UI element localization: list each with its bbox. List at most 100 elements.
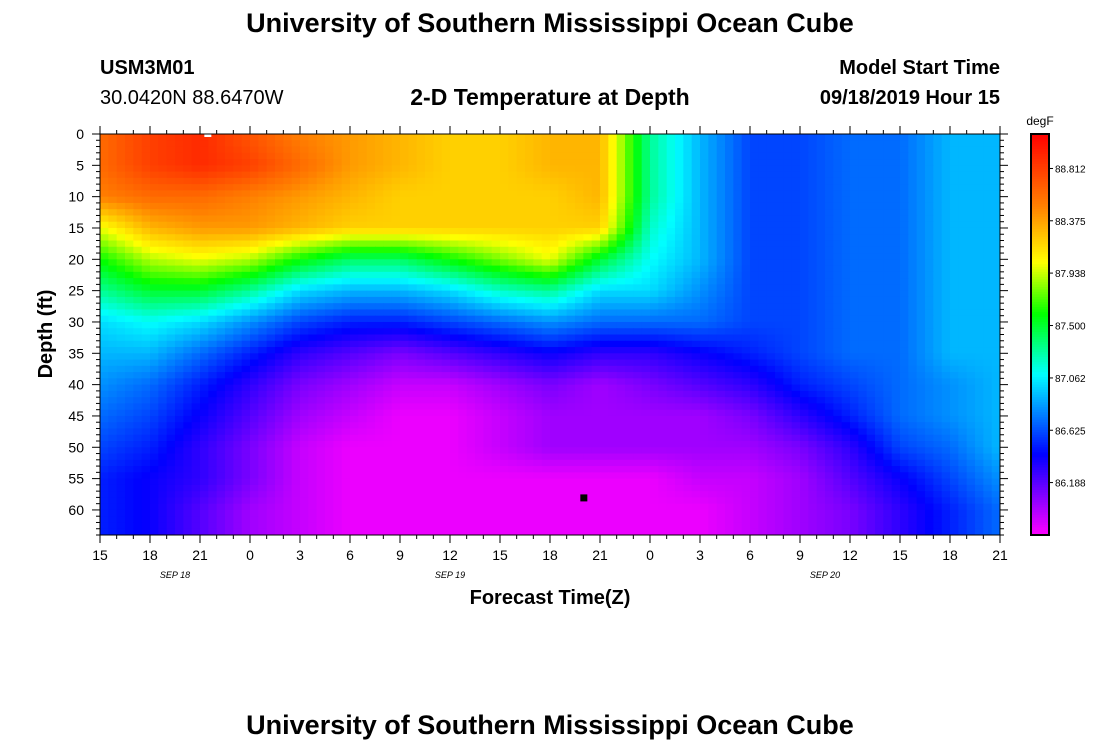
heat-cell bbox=[391, 347, 401, 354]
heat-cell bbox=[941, 278, 951, 285]
heat-cell bbox=[941, 246, 951, 254]
heat-cell bbox=[166, 378, 176, 386]
heat-cell bbox=[141, 209, 151, 217]
heat-cell bbox=[491, 397, 501, 405]
heat-cell bbox=[508, 246, 518, 254]
heat-cell bbox=[800, 202, 809, 210]
heat-cell bbox=[525, 134, 534, 141]
heat-cell bbox=[550, 240, 559, 248]
heat-cell bbox=[883, 265, 893, 273]
heat-cell bbox=[241, 347, 251, 354]
heat-cell bbox=[200, 253, 209, 260]
heat-cell bbox=[125, 403, 134, 411]
heat-cell bbox=[650, 390, 659, 398]
heat-cell bbox=[750, 321, 759, 329]
heat-cell bbox=[116, 177, 126, 185]
heat-cell bbox=[733, 353, 743, 361]
heat-cell bbox=[825, 409, 834, 417]
heat-cell bbox=[116, 227, 126, 235]
heat-cell bbox=[850, 265, 859, 273]
heat-cell bbox=[391, 196, 401, 204]
heat-cell bbox=[883, 403, 893, 411]
heat-cell bbox=[758, 403, 768, 411]
heat-cell bbox=[766, 359, 776, 367]
heat-cell bbox=[916, 265, 926, 273]
heat-cell bbox=[183, 140, 193, 148]
heat-cell bbox=[308, 190, 318, 198]
heat-cell bbox=[666, 353, 676, 361]
heat-cell bbox=[525, 296, 534, 304]
heat-cell bbox=[733, 184, 743, 191]
heat-cell bbox=[100, 303, 109, 311]
heat-cell bbox=[816, 140, 826, 148]
heat-cell bbox=[966, 190, 976, 198]
heat-cell bbox=[216, 321, 226, 329]
heat-cell bbox=[725, 284, 734, 292]
heat-cell bbox=[450, 253, 459, 260]
heat-cell bbox=[383, 384, 393, 392]
heat-cell bbox=[300, 390, 309, 398]
heat-cell bbox=[608, 415, 618, 423]
heat-cell bbox=[225, 296, 234, 304]
heat-cell bbox=[291, 171, 301, 179]
heat-cell bbox=[725, 227, 734, 235]
heat-cell bbox=[908, 209, 918, 217]
heat-cell bbox=[750, 296, 759, 304]
heat-cell bbox=[575, 253, 584, 260]
heat-cell bbox=[375, 215, 384, 223]
heat-cell bbox=[125, 296, 134, 304]
heat-cell bbox=[291, 146, 301, 154]
heat-cell bbox=[575, 378, 584, 386]
heat-cell bbox=[866, 184, 876, 191]
heat-cell bbox=[600, 409, 609, 417]
heat-cell bbox=[516, 328, 526, 336]
heat-cell bbox=[866, 196, 876, 204]
heat-cell bbox=[633, 309, 643, 317]
heat-cell bbox=[541, 384, 551, 392]
heat-cell bbox=[891, 296, 901, 304]
heat-cell bbox=[975, 347, 984, 354]
heat-cell bbox=[766, 353, 776, 361]
heat-cell bbox=[108, 209, 118, 217]
heat-cell bbox=[508, 409, 518, 417]
heat-cell bbox=[275, 159, 284, 166]
heat-cell bbox=[425, 328, 434, 336]
heat-cell bbox=[308, 328, 318, 336]
heat-cell bbox=[633, 140, 643, 148]
heat-cell bbox=[200, 390, 209, 398]
heat-cell bbox=[516, 190, 526, 198]
heat-cell bbox=[333, 365, 343, 373]
heat-cell bbox=[558, 334, 568, 342]
heat-cell bbox=[925, 159, 934, 166]
heat-cell bbox=[933, 409, 943, 417]
heat-cell bbox=[691, 190, 701, 198]
heat-cell bbox=[283, 240, 293, 248]
heat-cell bbox=[716, 303, 726, 311]
heat-cell bbox=[741, 303, 751, 311]
heat-cell bbox=[908, 227, 918, 235]
heat-cell bbox=[216, 246, 226, 254]
heat-cell bbox=[633, 171, 643, 179]
heat-cell bbox=[466, 140, 476, 148]
heat-cell bbox=[533, 253, 543, 260]
heat-cell bbox=[966, 334, 976, 342]
heat-cell bbox=[808, 328, 818, 336]
heat-cell bbox=[591, 134, 601, 141]
heat-cell bbox=[791, 372, 801, 379]
heat-cell bbox=[116, 284, 126, 292]
heat-cell bbox=[858, 321, 868, 329]
heat-cell bbox=[866, 334, 876, 342]
heat-cell bbox=[675, 384, 684, 392]
heat-cell bbox=[983, 340, 993, 348]
heat-cell bbox=[933, 259, 943, 267]
heat-cell bbox=[633, 378, 643, 386]
heat-cell bbox=[666, 365, 676, 373]
heat-cell bbox=[641, 259, 651, 267]
heat-cell bbox=[566, 215, 576, 223]
heat-cell bbox=[808, 159, 818, 166]
heat-cell bbox=[500, 303, 509, 311]
heat-cell bbox=[266, 321, 276, 329]
heat-cell bbox=[675, 190, 684, 198]
heat-cell bbox=[958, 359, 968, 367]
heat-cell bbox=[575, 390, 584, 398]
